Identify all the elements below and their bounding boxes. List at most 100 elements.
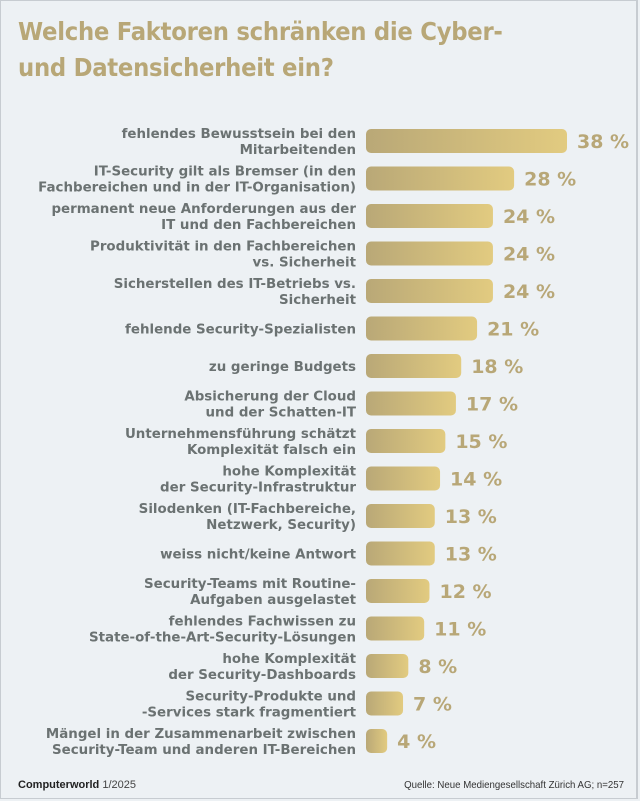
bar-row: 14 % hohe Komplexität der Security-Infrast… [160, 465, 502, 496]
category-label-line: Sicherheit [279, 293, 357, 308]
category-label: Security-Produkte und -Services stark fra… [142, 690, 357, 721]
bar [366, 654, 409, 678]
value-label: 11 % [434, 619, 486, 641]
bar-row: 18 % zu geringe Budgets [209, 354, 523, 378]
bar [366, 729, 388, 753]
bar-row: 13 % weiss nicht/keine Antwort [160, 541, 497, 566]
category-label: Unternehmensführung schätzt Komplexität f… [125, 427, 357, 458]
bar [366, 279, 493, 303]
bar [366, 541, 435, 566]
value-label: 4 % [397, 731, 436, 753]
value-label: 28 % [524, 169, 576, 191]
bar [366, 241, 493, 266]
category-label: permanent neue Anforderungen aus der IT u… [51, 202, 356, 233]
chart-title: Welche Faktoren schränken die Cyber- und… [18, 14, 576, 86]
category-label-line: Aufgaben ausgelastet [190, 593, 356, 608]
category-label-line: vs. Sicherheit [253, 256, 357, 271]
category-label-line: hohe Komplexität [222, 652, 356, 667]
value-label: 8 % [418, 656, 457, 678]
category-label: fehlendes Bewusstsein bei den Mitarbeiten… [122, 127, 356, 158]
chart-title-line-2: und Datensicherheit ein? [18, 53, 334, 82]
bar [366, 616, 425, 641]
bar [366, 391, 456, 416]
category-label-line: Mitarbeitenden [240, 143, 356, 158]
bar [366, 429, 446, 453]
bar-row: 8 % hohe Komplexität der Security-Dashboar… [168, 652, 457, 683]
category-label-line: Unternehmensführung schätzt [125, 427, 357, 442]
category-label-line: Netzwerk, Security) [206, 518, 356, 533]
category-label-line: hohe Komplexität [222, 465, 356, 480]
value-label: 13 % [445, 506, 497, 528]
source-note: Quelle: Neue Mediengesellschaft Zürich A… [404, 779, 624, 791]
bar-row: 21 % fehlende Security-Spezialisten [125, 316, 539, 341]
value-label: 7 % [413, 694, 452, 716]
category-label-line: IT und den Fachbereichen [161, 218, 356, 233]
value-label: 12 % [439, 581, 491, 603]
category-label: Mängel in der Zusammenarbeit zwischen Sec… [46, 727, 356, 758]
category-label-line: Security-Produkte und [185, 690, 356, 705]
bar [366, 166, 515, 191]
category-label-line: Komplexität falsch ein [187, 443, 356, 458]
value-label: 21 % [487, 319, 539, 341]
bar [366, 316, 478, 341]
bar-row: 12 % Security-Teams mit Routine-Aufgaben … [144, 577, 492, 608]
bar [366, 504, 435, 528]
bar-row: 11 % fehlendes Fachwissen zu State-of-the-… [89, 615, 486, 646]
bar [366, 579, 430, 603]
bar [366, 466, 441, 491]
category-label: zu geringe Budgets [209, 360, 356, 375]
bar [366, 204, 493, 228]
value-label: 17 % [466, 394, 518, 416]
category-label: hohe Komplexität der Security-Infrastrukt… [160, 465, 357, 496]
bar-row: 24 % Produktivität in den Fachbereichen vs… [90, 240, 555, 271]
chart-title-line-1: Welche Faktoren schränken die Cyber- [18, 17, 503, 46]
value-label: 24 % [503, 244, 555, 266]
bar-row: 13 % Silodenken (IT-Fachbereiche, Netzwerk… [139, 502, 497, 533]
category-label-line: IT-Security gilt als Bremser (in den [94, 165, 356, 180]
value-label: 15 % [455, 431, 507, 453]
category-label-line: Security-Teams mit Routine- [144, 577, 356, 592]
category-label-line: Security-Team und anderen IT-Bereichen [52, 743, 356, 758]
value-label: 14 % [450, 469, 502, 491]
category-label-line: und der Schatten-IT [206, 406, 357, 421]
footer-credit: Computerworld 1/2025 [18, 779, 136, 791]
category-label: Absicherung der Cloud und der Schatten-IT [184, 390, 357, 421]
value-label: 24 % [503, 281, 555, 303]
category-label-line: der Security-Infrastruktur [160, 481, 356, 496]
category-label: weiss nicht/keine Antwort [160, 548, 356, 563]
bar-row: 24 % permanent neue Anforderungen aus der… [51, 202, 555, 233]
bar [366, 691, 404, 716]
bar-row: 28 % IT-Security gilt als Bremser (in den… [38, 165, 576, 196]
category-label: IT-Security gilt als Bremser (in den Fach… [38, 165, 356, 196]
category-label-line: Mängel in der Zusammenarbeit zwischen [46, 727, 356, 742]
category-label-line: fehlende Security-Spezialisten [125, 323, 356, 338]
bar-row: 7 % Security-Produkte und -Services stark … [142, 690, 452, 721]
category-label: fehlende Security-Spezialisten [125, 323, 356, 338]
category-label-line: zu geringe Budgets [209, 360, 356, 375]
bar-row: 17 % Absicherung der Cloud und der Schatte… [184, 390, 518, 421]
category-label-line: der Security-Dashboards [168, 668, 356, 683]
value-label: 18 % [471, 356, 523, 378]
category-label: hohe Komplexität der Security-Dashboards [168, 652, 356, 683]
category-label-line: State-of-the-Art-Security-Lösungen [89, 631, 356, 646]
value-label: 38 % [577, 131, 629, 153]
bar-row: 4 % Mängel in der Zusammenarbeit zwischen… [46, 727, 436, 758]
bar [366, 354, 462, 378]
category-label-line: permanent neue Anforderungen aus der [51, 202, 356, 217]
bar-row: 15 % Unternehmensführung schätzt Komplexit… [125, 427, 507, 458]
category-label-line: Sicherstellen des IT-Betriebs vs. [114, 277, 356, 292]
category-label-line: Produktivität in den Fachbereichen [90, 240, 356, 255]
category-label-line: Fachbereichen und in der IT-Organisation… [38, 181, 356, 196]
category-label: Security-Teams mit Routine-Aufgaben ausg… [144, 577, 357, 608]
issue-number: 1/2025 [102, 779, 136, 791]
category-label: Produktivität in den Fachbereichen vs. Si… [90, 240, 357, 271]
category-label-line: fehlendes Bewusstsein bei den [122, 127, 356, 142]
category-label-line: weiss nicht/keine Antwort [160, 548, 356, 563]
category-label-line: Absicherung der Cloud [184, 390, 356, 405]
publication-name: Computerworld [18, 779, 100, 791]
bar [366, 129, 567, 153]
value-label: 24 % [503, 206, 555, 228]
value-label: 13 % [445, 544, 497, 566]
